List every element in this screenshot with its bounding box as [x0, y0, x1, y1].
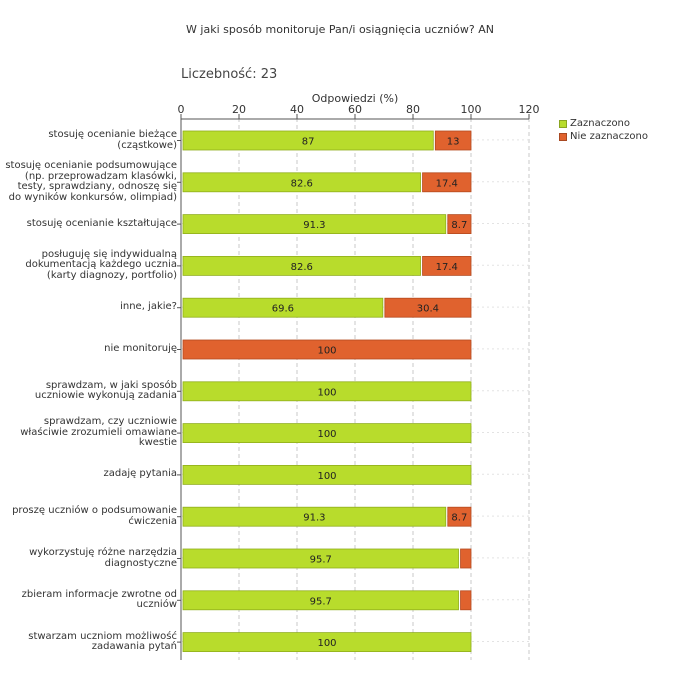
x-tick-label: 40: [290, 103, 304, 116]
bar-not-selected: [447, 506, 472, 527]
data-label: 17.4: [436, 178, 458, 189]
data-label: 95.7: [310, 596, 332, 607]
x-axis-title: Odpowiedzi (%): [312, 92, 399, 105]
data-label: 8.7: [451, 513, 467, 524]
bar-selected: [182, 464, 472, 485]
data-label: 87: [302, 137, 315, 148]
bar-selected: [182, 381, 472, 402]
bar-selected: [182, 632, 472, 652]
x-tick-label: 0: [178, 103, 185, 116]
sample-size: Liczebność: 23: [181, 67, 278, 82]
x-tick-label: 80: [406, 103, 420, 116]
bar-selected: [182, 130, 434, 151]
bar-not-selected: [434, 130, 472, 151]
bar-not-selected: [422, 255, 472, 276]
legend-label-selected: Zaznaczono: [570, 118, 631, 129]
data-label: 91.3: [303, 513, 325, 524]
category-label: sprawdzam, czy uczniowie właściwie zrozu…: [20, 416, 177, 449]
bar-not-selected: [182, 339, 472, 360]
bar-selected: [182, 214, 447, 235]
bar-selected: [182, 506, 447, 527]
legend-item-not-selected: Nie zaznaczono: [559, 130, 648, 143]
category-label: posługuję się indywidualną dokumentacją …: [25, 248, 177, 281]
data-label: 13: [447, 137, 460, 148]
legend-label-not-selected: Nie zaznaczono: [570, 131, 649, 142]
data-label: 82.6: [291, 178, 313, 189]
bar-not-selected: [460, 548, 472, 569]
x-tick-label: 60: [348, 103, 362, 116]
data-label: 100: [317, 471, 336, 482]
bar-selected: [182, 548, 459, 569]
data-label: 69.6: [272, 304, 294, 315]
data-label: 95.7: [310, 555, 332, 566]
legend-item-selected: Zaznaczono: [559, 117, 648, 130]
bar-selected: [182, 423, 472, 444]
data-label: 100: [317, 429, 336, 440]
category-label: wykorzystuję różne narzędzia diagnostycz…: [29, 547, 177, 569]
legend-swatch-not-selected: [559, 132, 567, 141]
bar-selected: [182, 297, 384, 318]
x-tick-label: 100: [461, 103, 482, 116]
bar-not-selected: [422, 172, 472, 193]
legend: Zaznaczono Nie zaznaczono: [559, 117, 648, 143]
x-tick-label: 20: [232, 103, 246, 116]
data-label: 82.6: [291, 262, 313, 273]
data-label: 30.4: [417, 304, 439, 315]
bar-selected: [182, 590, 459, 611]
bar-not-selected: [460, 590, 472, 611]
category-label: sprawdzam, w jaki sposób uczniowie wykon…: [34, 379, 177, 402]
legend-swatch-selected: [559, 119, 567, 128]
chart-title: W jaki sposób monitoruje Pan/i osiągnięc…: [186, 23, 494, 36]
category-label: stwarzam uczniom możliwość zadawania pyt…: [28, 630, 177, 653]
data-label: 91.3: [303, 220, 325, 231]
category-label: zbieram informacje zwrotne od uczniów: [21, 588, 177, 611]
category-label: stosuję ocenianie kształtujące: [26, 217, 177, 229]
bar-not-selected: [384, 297, 472, 318]
data-label: 8.7: [451, 220, 467, 231]
data-label: 100: [317, 387, 336, 398]
category-label: stosuję ocenianie podsumowujące (np. prz…: [5, 160, 177, 203]
data-label: 100: [317, 346, 336, 357]
category-label: inne, jakie?: [120, 301, 177, 313]
x-tick-label: 120: [519, 103, 540, 116]
category-label: proszę uczniów o podsumowanie ćwiczenia: [12, 505, 177, 527]
category-label: nie monitoruję: [104, 343, 177, 354]
bar-not-selected: [447, 214, 472, 235]
category-label: stosuję ocenianie bieżące (cząstkowe): [48, 129, 177, 151]
bar-selected: [182, 172, 421, 193]
data-label: 17.4: [436, 262, 458, 273]
bar-selected: [182, 255, 421, 276]
category-label: zadaję pytania: [103, 468, 177, 480]
data-label: 100: [317, 638, 336, 649]
